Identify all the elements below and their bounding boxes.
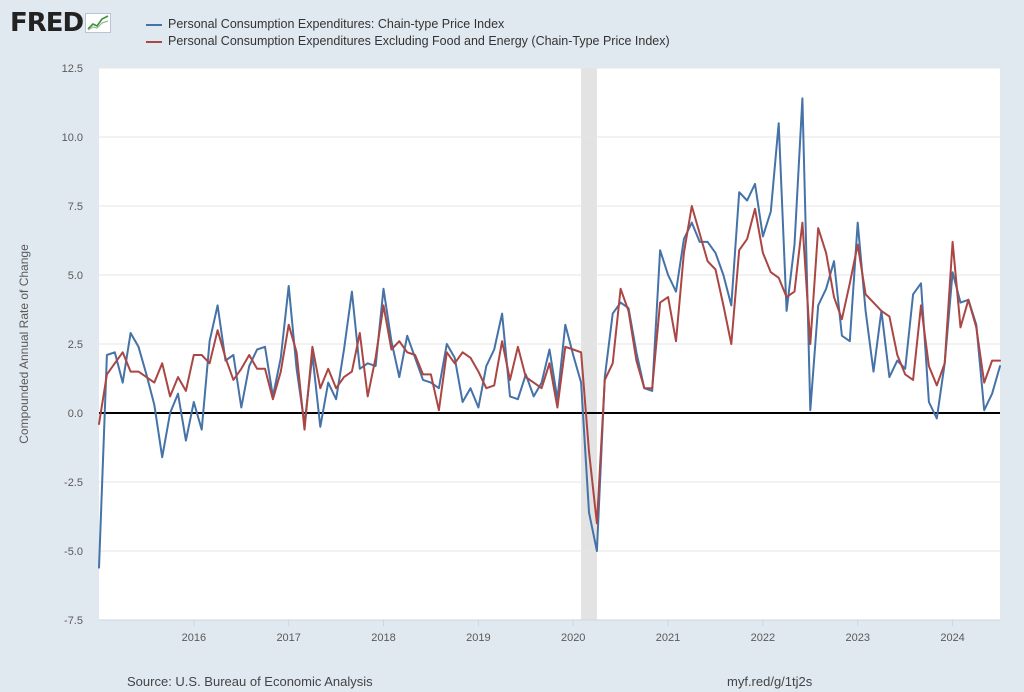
fred-trend-graph-icon — [85, 13, 112, 33]
y-tick-label: -5.0 — [64, 546, 83, 558]
legend-item-series-1[interactable]: Personal Consumption Expenditures: Chain… — [146, 16, 670, 33]
legend-label-series-1: Personal Consumption Expenditures: Chain… — [168, 17, 505, 31]
x-tick-label: 2024 — [940, 632, 964, 644]
y-axis-ticks: 12.5 10.0 7.5 5.0 2.5 0.0 -2.5 -5.0 -7.5 — [62, 63, 83, 627]
y-tick-label: 2.5 — [68, 339, 83, 351]
legend-swatch-series-2 — [146, 40, 162, 43]
legend-swatch-series-1 — [146, 23, 162, 26]
x-tick-label: 2020 — [561, 632, 585, 644]
legend-item-series-2[interactable]: Personal Consumption Expenditures Exclud… — [146, 33, 670, 50]
x-tick-label: 2016 — [182, 632, 206, 644]
fred-logo[interactable]: FRED — [10, 8, 112, 38]
y-tick-label: -2.5 — [64, 477, 83, 489]
x-tick-label: 2022 — [751, 632, 775, 644]
fred-logo-text: FRED — [10, 8, 84, 38]
y-tick-label: 12.5 — [62, 63, 83, 75]
x-tick-label: 2019 — [466, 632, 490, 644]
x-axis-ticks: 2016 2017 2018 2019 2020 2021 2022 2023 2024 — [99, 619, 1000, 644]
y-tick-label: 7.5 — [68, 201, 83, 213]
x-tick-label: 2017 — [276, 632, 300, 644]
series-line-1 — [98, 97, 1001, 569]
chart-legend: Personal Consumption Expenditures: Chain… — [146, 16, 670, 50]
y-tick-label: -7.5 — [64, 615, 83, 627]
y-tick-label: 0.0 — [68, 408, 83, 420]
source-note: Source: U.S. Bureau of Economic Analysis — [127, 674, 373, 689]
y-tick-label: 10.0 — [62, 132, 83, 144]
series-layer — [98, 97, 1001, 569]
y-tick-label: 5.0 — [68, 270, 83, 282]
legend-label-series-2: Personal Consumption Expenditures Exclud… — [168, 34, 670, 48]
short-link[interactable]: myf.red/g/1tj2s — [727, 674, 813, 689]
x-tick-label: 2023 — [845, 632, 869, 644]
x-tick-label: 2018 — [371, 632, 395, 644]
series-line-2 — [98, 205, 1001, 525]
x-tick-label: 2021 — [656, 632, 680, 644]
